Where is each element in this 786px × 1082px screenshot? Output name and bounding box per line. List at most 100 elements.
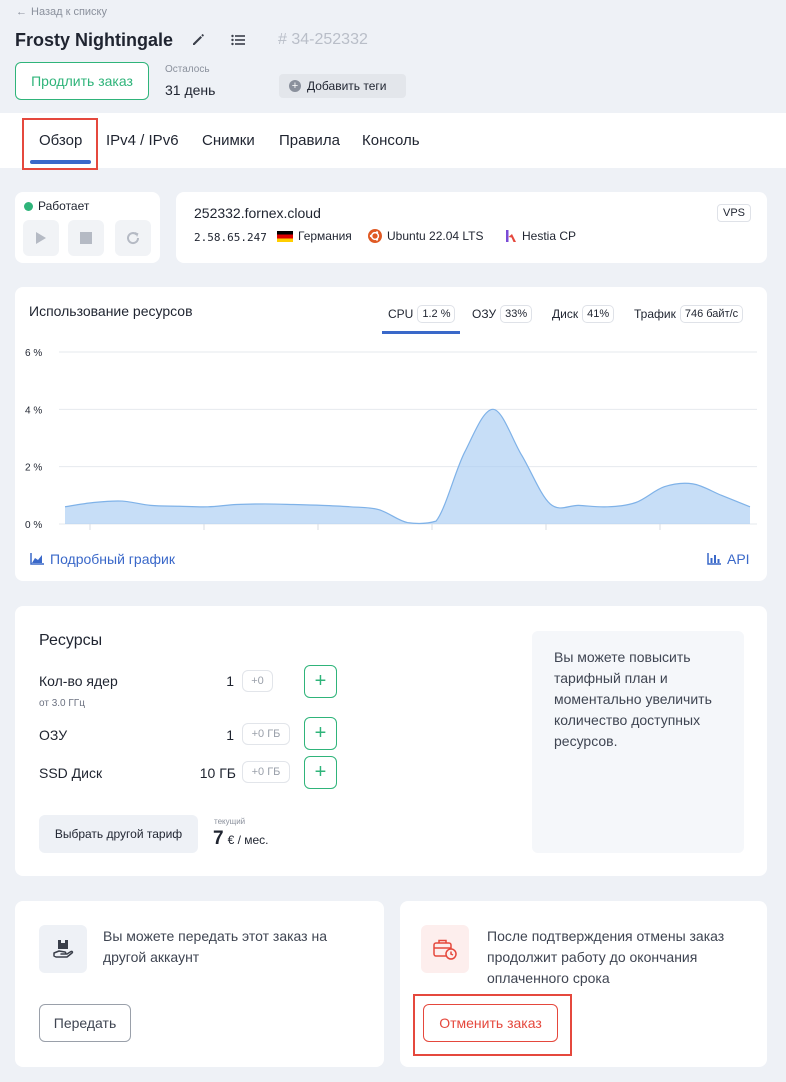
usage-tab-disk[interactable]: Диск 41%	[552, 305, 615, 323]
usage-tab-ram-value: 33%	[500, 305, 533, 323]
y-tick-label: 2 %	[25, 463, 42, 474]
y-tick-label: 0 %	[25, 520, 42, 531]
ram-delta: +0 ГБ	[242, 723, 290, 745]
price-value: 7	[213, 828, 224, 849]
ssd-delta: +0 ГБ	[242, 761, 290, 783]
usage-tab-cpu-value: 1.2 %	[417, 305, 456, 323]
page-title: Frosty Nightingale	[15, 30, 174, 50]
remaining-caption: Осталось	[165, 64, 210, 75]
control-panel: Hestia CP	[505, 229, 576, 243]
add-tags-button[interactable]: + Добавить теги	[279, 74, 406, 98]
country: Германия	[277, 229, 352, 243]
plus-circle-icon: +	[289, 80, 301, 92]
status-label: Работает	[38, 199, 90, 213]
stop-button[interactable]	[68, 220, 104, 256]
tab-snapshots[interactable]: Снимки	[202, 132, 255, 149]
back-link[interactable]: ← Назад к списку	[16, 6, 107, 18]
ip-address[interactable]: 2.58.65.247	[194, 231, 267, 244]
tab-active-indicator	[30, 160, 91, 164]
cancel-icon-box	[421, 925, 469, 973]
cancel-order-button[interactable]: Отменить заказ	[423, 1004, 558, 1042]
extend-order-button[interactable]: Продлить заказ	[15, 62, 149, 100]
plus-icon: +	[314, 670, 327, 692]
refresh-icon	[127, 232, 140, 245]
arrow-left-icon: ←	[16, 6, 27, 18]
cores-sub-label: от 3.0 ГГц	[39, 698, 85, 709]
cancel-button-highlight	[413, 994, 572, 1056]
usage-tab-cpu[interactable]: CPU 1.2 %	[388, 305, 456, 323]
cores-label: Кол-во ядер	[39, 673, 118, 689]
tab-ipv4-ipv6[interactable]: IPv4 / IPv6	[106, 132, 179, 149]
usage-tab-ram-label: ОЗУ	[472, 307, 497, 321]
stop-icon	[80, 232, 92, 244]
y-tick-label: 6 %	[25, 348, 42, 359]
play-icon	[36, 232, 46, 244]
upgrade-info-panel: Вы можете повысить тарифный план и момен…	[532, 631, 744, 853]
transfer-button[interactable]: Передать	[39, 1004, 131, 1042]
remaining-value: 31 день	[165, 82, 216, 98]
server-type-label: VPS	[723, 207, 746, 219]
usage-tab-traffic[interactable]: Трафик 746 байт/с	[634, 305, 744, 323]
detailed-chart-label: Подробный график	[50, 551, 175, 567]
briefcase-clock-icon	[433, 939, 457, 960]
tab-overview[interactable]: Обзор	[39, 132, 83, 149]
api-link[interactable]: API	[707, 551, 750, 567]
choose-plan-button[interactable]: Выбрать другой тариф	[39, 815, 198, 853]
tab-rules[interactable]: Правила	[279, 132, 340, 149]
resources-card: Ресурсы Кол-во ядер от 3.0 ГГц 1 +0 + ОЗ…	[15, 606, 767, 876]
usage-tab-traffic-label: Трафик	[634, 307, 676, 321]
tab-console[interactable]: Консоль	[362, 132, 420, 149]
add-ram-button[interactable]: +	[304, 717, 337, 750]
cpu-area	[65, 409, 750, 524]
add-ssd-button[interactable]: +	[304, 756, 337, 789]
resources-title: Ресурсы	[39, 632, 103, 649]
cancel-card: После подтверждения отмены заказ продолж…	[400, 901, 767, 1067]
price: 7 € / мес.	[213, 828, 269, 850]
transfer-icon-box	[39, 925, 87, 973]
plus-icon: +	[314, 761, 327, 783]
plus-icon: +	[314, 722, 327, 744]
usage-tab-active-indicator	[382, 331, 460, 334]
cpu-usage-chart: 6 % 4 % 2 % 0 %	[25, 348, 757, 531]
hestia-icon	[506, 230, 516, 242]
area-chart-icon	[30, 553, 44, 565]
os-label: Ubuntu 22.04 LTS	[387, 229, 484, 243]
price-caption: текущий	[214, 817, 246, 826]
ssd-label: SSD Диск	[39, 765, 103, 781]
y-tick-label: 4 %	[25, 405, 42, 416]
upgrade-info-text: Вы можете повысить тарифный план и момен…	[554, 649, 712, 749]
hostname: 252332.fornex.cloud	[194, 205, 321, 221]
germany-flag-icon	[277, 230, 293, 242]
price-unit: € / мес.	[227, 833, 269, 847]
cores-delta: +0	[242, 670, 273, 692]
usage-tab-traffic-value: 746 байт/с	[679, 305, 744, 323]
cpu-line	[64, 408, 751, 525]
bar-chart-icon	[707, 553, 721, 565]
status-badge: Работает	[24, 199, 89, 213]
usage-title: Использование ресурсов	[29, 303, 193, 319]
order-id: # 34-252332	[278, 31, 368, 48]
status-dot-icon	[24, 201, 33, 211]
cores-value: 1	[226, 673, 234, 689]
transfer-text: Вы можете передать этот заказ на другой …	[103, 928, 327, 965]
panel-label: Hestia CP	[522, 229, 577, 243]
add-cores-button[interactable]: +	[304, 665, 337, 698]
start-button[interactable]	[23, 220, 59, 256]
restart-button[interactable]	[115, 220, 151, 256]
usage-tab-disk-label: Диск	[552, 307, 579, 321]
list-button[interactable]	[222, 24, 254, 56]
back-link-label: Назад к списку	[31, 6, 107, 18]
add-tags-label: Добавить теги	[307, 79, 387, 93]
server-info-card: 252332.fornex.cloud VPS 2.58.65.247 Герм…	[176, 192, 767, 263]
list-icon	[231, 34, 245, 46]
status-card: Работает	[15, 192, 160, 263]
api-label: API	[727, 551, 750, 567]
tab-overview-highlight	[22, 118, 98, 170]
ram-value: 1	[226, 727, 234, 743]
operating-system: Ubuntu 22.04 LTS	[368, 229, 484, 243]
edit-button[interactable]	[182, 24, 214, 56]
country-label: Германия	[298, 229, 352, 243]
usage-tab-ram[interactable]: ОЗУ 33%	[472, 305, 533, 323]
detailed-chart-link[interactable]: Подробный график	[30, 551, 175, 567]
ssd-value: 10 ГБ	[199, 765, 236, 781]
